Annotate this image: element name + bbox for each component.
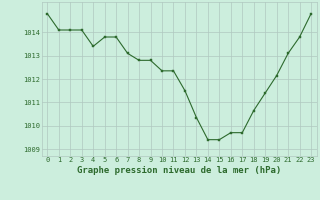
X-axis label: Graphe pression niveau de la mer (hPa): Graphe pression niveau de la mer (hPa) bbox=[77, 166, 281, 175]
